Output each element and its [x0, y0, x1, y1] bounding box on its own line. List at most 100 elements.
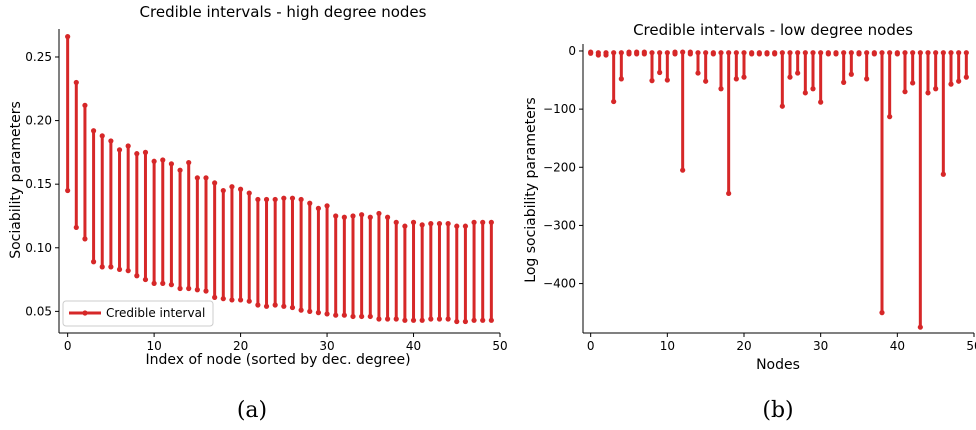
errorbar-lower-point	[255, 302, 261, 308]
errorbar-upper-point	[956, 50, 962, 56]
errorbar-upper-point	[367, 214, 373, 220]
errorbar-lower-point	[116, 266, 123, 273]
errorbar-lower-point	[428, 316, 434, 322]
x-tick-label: 20	[233, 339, 248, 353]
errorbar-upper-point	[194, 175, 200, 181]
errorbar-upper-point	[910, 50, 916, 56]
errorbar-lower-point	[848, 71, 854, 77]
errorbar-lower-point	[168, 282, 175, 288]
errorbar-lower-point	[281, 303, 287, 309]
errorbar-upper-point	[350, 213, 356, 219]
chart-panel-a: Credible intervals - high degree nodes 0…	[8, 3, 508, 368]
errorbar-upper-point	[65, 34, 71, 40]
errorbar-upper-point	[841, 50, 847, 56]
errorbar-upper-point	[177, 167, 183, 173]
x-axis-label-a: Index of node (sorted by dec. degree)	[145, 352, 410, 368]
errorbar-upper-point	[246, 190, 252, 196]
errorbar-upper-point	[315, 205, 322, 211]
errorbar-upper-point	[436, 221, 443, 227]
errorbar-lower-point	[324, 311, 330, 317]
errorbar-lower-point	[864, 76, 870, 82]
errorbar-lower-point	[298, 307, 304, 313]
errorbar-upper-point	[445, 221, 451, 227]
errorbar-upper-point	[134, 151, 140, 157]
errorbar-upper-point	[733, 50, 739, 56]
errorbar-upper-point	[611, 50, 617, 56]
errorbar-lower-point	[177, 285, 183, 292]
errorbar-upper-point	[142, 149, 149, 155]
errorbar-upper-point	[298, 196, 304, 203]
errorbar-lower-point	[680, 167, 686, 173]
errorbar-upper-point	[810, 50, 816, 56]
errorbar-lower-point	[894, 51, 900, 57]
x-tick-label: 10	[146, 339, 161, 353]
errorbar-lower-point	[186, 285, 192, 292]
errorbar-lower-point	[194, 287, 200, 293]
errorbar-upper-point	[116, 147, 123, 153]
errorbar-lower-point	[756, 51, 762, 57]
errorbar-upper-point	[307, 200, 313, 206]
errorbar-lower-point	[710, 51, 716, 57]
errorbar-upper-point	[90, 128, 97, 134]
errorbar-lower-point	[367, 313, 373, 320]
errorbar-lower-point	[787, 74, 793, 80]
errorbar-upper-point	[281, 195, 287, 201]
x-tick-label: 40	[890, 339, 905, 353]
legend-box-a	[62, 300, 214, 327]
errorbar-upper-point	[618, 50, 624, 56]
errorbar-upper-point	[940, 50, 946, 56]
y-tick-label: 0.10	[25, 241, 52, 255]
errorbar-upper-point	[779, 50, 785, 56]
x-tick-label: 50	[492, 339, 507, 353]
errorbar-lower-point	[764, 51, 770, 57]
errorbar-lower-point	[618, 76, 624, 82]
y-ticks-b: 0 −100 −200 −300 −400	[543, 44, 583, 291]
errorbar-upper-point	[695, 50, 701, 56]
errorbar-lower-point	[410, 317, 417, 323]
errorbar-upper-point	[255, 196, 261, 203]
errorbar-upper-point	[402, 223, 408, 229]
errorbar-lower-point	[82, 236, 88, 242]
errorbar-upper-point	[359, 212, 365, 218]
errorbar-upper-point	[410, 219, 417, 225]
legend-marker-a	[82, 310, 88, 316]
x-tick-label: 20	[736, 339, 751, 353]
x-axis-label-b: Nodes	[756, 357, 800, 373]
y-tick-label: 0	[568, 44, 576, 58]
x-tick-label: 40	[406, 339, 421, 353]
y-axis-label-b: Log sociability parameters	[523, 97, 539, 282]
errorbar-lower-point	[595, 52, 601, 58]
errorbar-upper-point	[212, 180, 218, 186]
errorbar-lower-point	[73, 224, 79, 231]
x-tick-label: 50	[966, 339, 976, 353]
errorbar-upper-point	[664, 50, 670, 56]
errorbar-lower-point	[703, 78, 709, 84]
errorbar-lower-point	[603, 52, 609, 58]
errorbar-upper-point	[462, 223, 469, 229]
errorbar-upper-point	[471, 219, 477, 225]
errorbar-lower-point	[108, 264, 114, 270]
errorbar-lower-point	[825, 51, 831, 57]
errorbar-lower-point	[272, 302, 278, 308]
errorbar-upper-point	[73, 79, 79, 86]
errorbar-lower-point	[657, 69, 663, 76]
y-tick-label: 0.05	[25, 304, 52, 318]
errorbar-upper-point	[289, 195, 296, 201]
x-tick-label: 0	[587, 339, 595, 353]
errorbar-upper-point	[419, 222, 425, 228]
errorbar-upper-point	[848, 50, 854, 56]
errorbar-upper-point	[718, 50, 724, 56]
errorbar-upper-point	[917, 50, 923, 56]
chart-title-a: Credible intervals - high degree nodes	[140, 3, 427, 21]
errorbar-lower-point	[887, 114, 893, 120]
x-ticks-b: 0 10 20 30 40 50	[587, 333, 976, 353]
x-ticks-a: 0 10 20 30 40 50	[64, 333, 508, 353]
errorbar-upper-point	[125, 143, 131, 149]
errorbar-lower-point	[99, 264, 105, 270]
errorbar-lower-point	[246, 298, 252, 304]
legend-a: Credible interval	[62, 300, 214, 327]
errorbar-upper-point	[376, 210, 382, 217]
errorbar-upper-point	[864, 50, 870, 56]
errorbar-lower-point	[125, 268, 131, 274]
errorbar-lower-point	[833, 51, 839, 57]
